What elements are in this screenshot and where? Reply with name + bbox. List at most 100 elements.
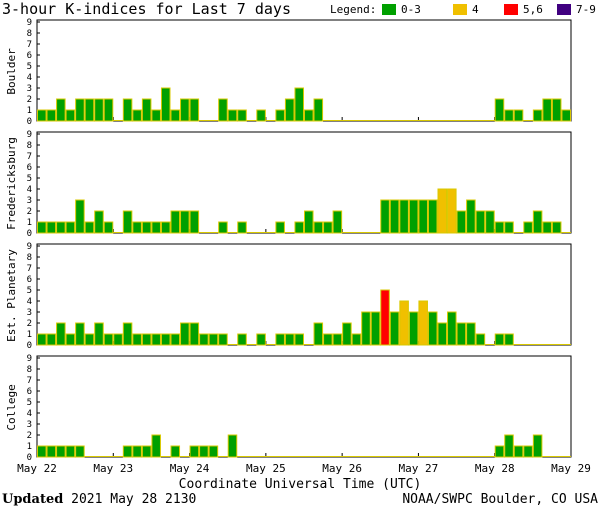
k-index-bar: [56, 322, 66, 346]
k-index-bar: [389, 199, 400, 234]
k-index-bar: [103, 333, 114, 346]
k-index-bar: [75, 445, 85, 458]
y-tick-label: 4: [27, 297, 32, 307]
y-tick-label: 9: [27, 354, 32, 364]
k-index-bar: [141, 98, 152, 122]
legend-swatch: [382, 4, 396, 15]
k-index-bar: [294, 87, 305, 122]
legend-swatch: [557, 4, 571, 15]
x-tick-label: May 27: [399, 462, 439, 475]
k-index-bar: [218, 333, 228, 346]
k-index-bar: [523, 221, 533, 234]
k-index-bar: [151, 109, 161, 122]
k-index-bar: [256, 109, 266, 122]
k-index-bar: [199, 333, 209, 346]
k-index-bar: [122, 98, 133, 122]
x-tick-label: May 26: [322, 462, 362, 475]
k-index-bar: [37, 445, 47, 458]
k-index-bar: [94, 210, 104, 234]
k-index-bar: [132, 333, 142, 346]
y-tick-label: 5: [27, 286, 32, 296]
y-tick-label: 7: [27, 264, 32, 274]
k-index-bar: [141, 221, 152, 234]
k-index-bar: [37, 333, 47, 346]
k-index-bar: [199, 445, 209, 458]
k-index-bar: [447, 188, 457, 234]
k-index-bar: [113, 333, 123, 346]
y-tick-label: 0: [27, 341, 32, 351]
k-index-bar: [427, 199, 438, 234]
k-index-bar: [189, 445, 200, 458]
k-index-bar: [323, 221, 333, 234]
k-index-bar: [551, 221, 562, 234]
k-index-bar: [532, 210, 543, 234]
k-index-bar: [313, 98, 324, 122]
k-index-bar: [284, 98, 295, 122]
k-index-bar: [399, 300, 409, 346]
source-credit: NOAA/SWPC Boulder, CO USA: [402, 492, 598, 507]
k-index-bar: [170, 210, 181, 234]
k-index-bar: [84, 98, 95, 122]
k-index-bar: [170, 445, 181, 458]
panel-station-label: Boulder: [5, 48, 18, 95]
k-index-bar: [170, 109, 181, 122]
k-index-bar: [504, 434, 514, 458]
y-tick-label: 9: [27, 242, 32, 252]
k-index-bar: [160, 221, 171, 234]
k-index-bar: [189, 210, 200, 234]
k-index-bar: [189, 322, 200, 346]
k-index-bar: [103, 221, 114, 234]
legend-item-label: 4: [472, 3, 479, 16]
k-index-bar: [304, 210, 314, 234]
y-tick-label: 9: [27, 18, 32, 28]
k-index-bar: [237, 333, 247, 346]
k-index-bar: [532, 109, 543, 122]
k-index-bar: [332, 333, 343, 346]
k-index-bar: [351, 333, 362, 346]
k-index-bar: [65, 221, 76, 234]
k-index-bar: [561, 109, 572, 122]
y-tick-label: 5: [27, 174, 32, 184]
y-tick-label: 2: [27, 319, 32, 329]
y-tick-label: 3: [27, 84, 32, 94]
k-index-bar: [46, 445, 57, 458]
chart-title: 3-hour K-indices for Last 7 days: [2, 0, 291, 18]
k-index-bar: [389, 311, 400, 346]
y-tick-label: 7: [27, 40, 32, 50]
y-tick-label: 8: [27, 29, 32, 39]
k-index-bar: [94, 98, 104, 122]
k-index-bar: [56, 445, 66, 458]
k-index-bar: [532, 434, 543, 458]
x-tick-label: May 28: [475, 462, 515, 475]
k-index-bar: [275, 333, 285, 346]
updated-stamp: Updated 2021 May 28 2130: [2, 492, 196, 507]
k-index-bar: [151, 434, 161, 458]
k-index-bar: [370, 311, 381, 346]
k-index-bar: [65, 333, 76, 346]
k-index-bar: [122, 445, 133, 458]
k-index-bar: [466, 322, 476, 346]
k-index-bar: [523, 445, 533, 458]
k-index-bar: [437, 322, 448, 346]
k-index-bar: [56, 221, 66, 234]
y-tick-label: 8: [27, 141, 32, 151]
k-index-bar: [237, 221, 247, 234]
y-tick-label: 4: [27, 409, 32, 419]
k-index-bar: [504, 221, 514, 234]
k-index-bar: [542, 221, 552, 234]
k-index-bar: [275, 109, 285, 122]
k-index-bar: [160, 333, 171, 346]
k-index-bar: [84, 221, 95, 234]
k-index-bar: [75, 98, 85, 122]
y-tick-label: 3: [27, 420, 32, 430]
k-index-bar: [294, 333, 305, 346]
k-index-bar: [513, 109, 524, 122]
y-tick-label: 5: [27, 398, 32, 408]
k-index-bar: [256, 333, 266, 346]
panel-station-label: Fredericksburg: [5, 137, 18, 230]
k-index-bar: [494, 333, 505, 346]
k-index-bar: [180, 322, 190, 346]
y-tick-label: 9: [27, 130, 32, 140]
legend-item-label: 0-3: [401, 3, 421, 16]
y-tick-label: 8: [27, 253, 32, 263]
